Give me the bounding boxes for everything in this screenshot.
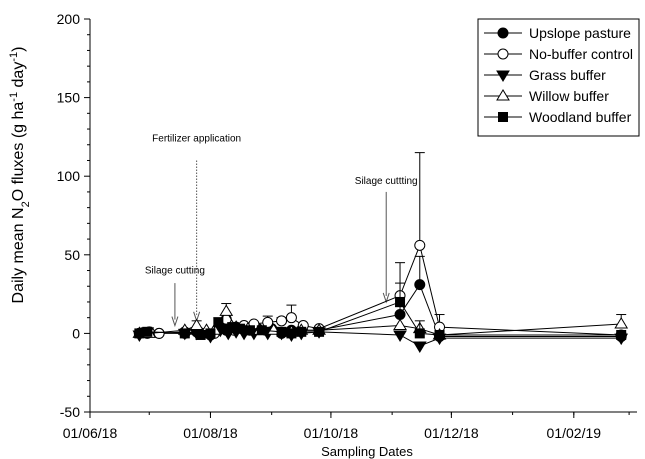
- y-axis-title-part: day: [10, 62, 27, 92]
- x-tick-label: 01/06/18: [63, 425, 118, 441]
- data-point: [616, 329, 627, 340]
- axes: -50 0 50 100 150 200 01/06/18 01/08/18 01/10/18 0…: [57, 11, 637, 441]
- data-point: [276, 326, 287, 337]
- legend-label: Upslope pasture: [529, 25, 631, 41]
- data-point: [393, 318, 407, 331]
- legend-item: Willow buffer: [484, 88, 609, 104]
- legend-item: No-buffer control: [484, 46, 633, 62]
- annotation-label: Fertilizer application: [152, 134, 241, 145]
- y-axis-title-part: -1: [8, 52, 20, 62]
- legend-item: Woodland buffer: [484, 109, 632, 125]
- y-axis-title-part: -1: [8, 92, 20, 102]
- data-point: [219, 304, 234, 316]
- data-point: [142, 326, 153, 337]
- series-layer: [132, 152, 629, 353]
- x-tick-label: 01/08/18: [183, 425, 238, 441]
- y-axis-title-part: 2: [20, 201, 32, 207]
- data-point: [394, 309, 406, 321]
- data-point: [393, 330, 407, 342]
- data-point: [179, 328, 190, 339]
- data-point: [153, 327, 165, 339]
- x-tick-label: 01/02/19: [547, 425, 602, 441]
- y-axis-title: Daily mean N2O fluxes (g ha-1 day-1): [8, 47, 32, 304]
- data-point: [296, 326, 307, 337]
- legend-label: No-buffer control: [529, 46, 633, 62]
- x-tick-label: 01/10/18: [304, 425, 359, 441]
- legend-label: Willow buffer: [529, 88, 609, 104]
- annotation-arrowhead: [382, 292, 390, 304]
- series-woodland-buffer: [134, 282, 627, 340]
- data-point: [235, 323, 246, 334]
- legend-marker: [498, 112, 508, 122]
- data-point: [262, 316, 274, 328]
- data-point: [256, 325, 267, 336]
- data-point: [213, 317, 224, 328]
- y-tick-label: 100: [57, 168, 81, 184]
- data-point: [414, 279, 426, 291]
- y-tick-label: 150: [57, 90, 81, 106]
- data-point: [286, 328, 297, 339]
- y-axis-title-part: O fluxes (g ha: [10, 102, 27, 202]
- y-tick-label: 200: [57, 11, 81, 27]
- annotation-label: Silage cutting: [145, 266, 205, 277]
- y-tick-label: -50: [60, 404, 80, 420]
- data-point: [395, 296, 406, 307]
- annotations: Silage cutting Fertilizer application Sila…: [145, 134, 418, 328]
- data-point: [434, 329, 445, 340]
- data-point: [412, 341, 427, 353]
- data-point: [414, 239, 426, 251]
- legend-marker: [497, 27, 509, 39]
- legend-marker: [496, 89, 510, 101]
- legend-item: Upslope pasture: [484, 25, 631, 41]
- data-point: [285, 312, 297, 324]
- data-point: [244, 325, 255, 336]
- legend: Upslope pasture No-buffer control Grass bu…: [477, 18, 640, 137]
- data-point: [205, 328, 216, 339]
- data-point: [614, 316, 629, 329]
- legend-label: Woodland buffer: [529, 109, 632, 125]
- y-tick-label: 50: [64, 247, 80, 263]
- data-point: [195, 329, 206, 340]
- legend-marker: [496, 70, 510, 82]
- y-axis-title-part: ): [10, 47, 27, 52]
- data-point: [189, 318, 204, 331]
- series-line: [139, 243, 622, 336]
- x-tick-label: 01/12/18: [424, 425, 479, 441]
- legend-label: Grass buffer: [529, 67, 606, 83]
- legend-marker: [497, 48, 509, 60]
- y-tick-label: 0: [72, 325, 80, 341]
- x-axis-title: Sampling Dates: [321, 444, 413, 459]
- annotation-label: Silage cuttting: [355, 176, 418, 187]
- annotation-arrowhead: [171, 316, 179, 328]
- data-point: [314, 326, 325, 337]
- y-axis-title-part: Daily mean N: [10, 207, 27, 303]
- data-point: [276, 315, 288, 327]
- legend-item: Grass buffer: [484, 67, 606, 83]
- data-point: [414, 328, 425, 339]
